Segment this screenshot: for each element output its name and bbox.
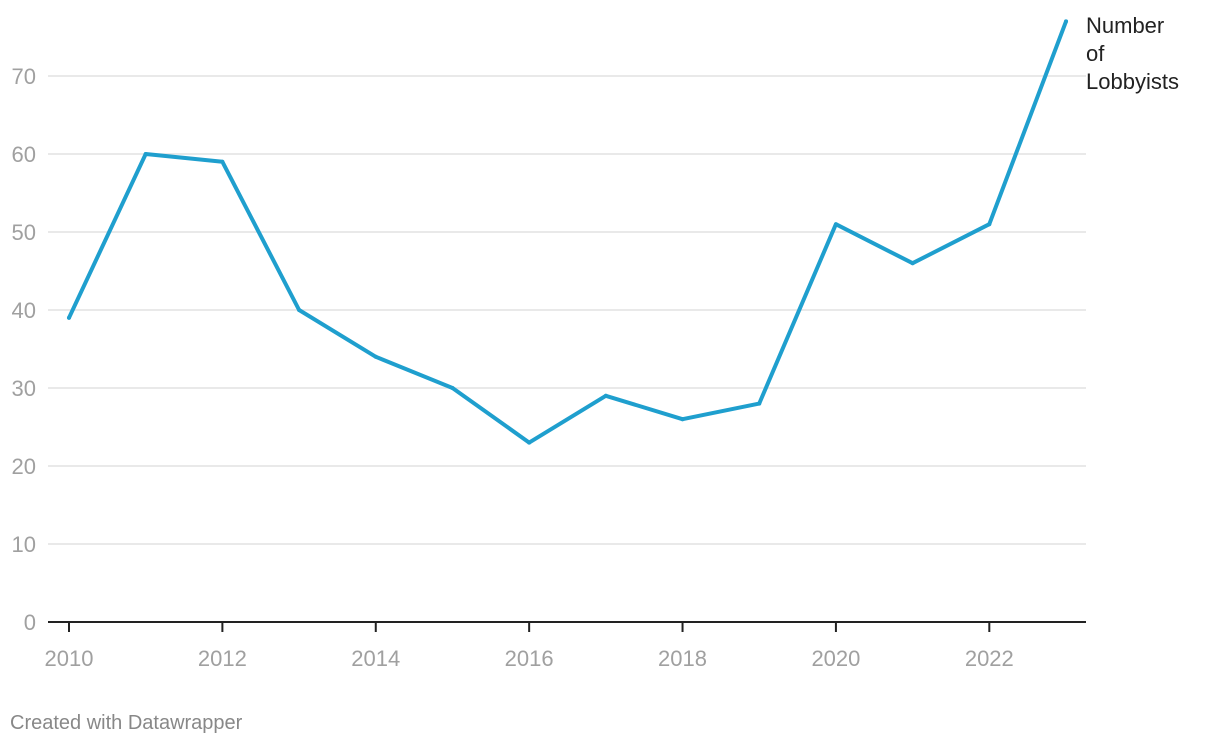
data-point-2017 (603, 393, 608, 398)
data-point-2010 (67, 315, 71, 320)
data-point-2019 (757, 401, 762, 406)
series-label-line-1: of (1086, 41, 1105, 66)
gridlines (48, 75, 1086, 545)
x-tick-label-2014: 2014 (351, 646, 400, 671)
data-point-2015 (450, 386, 455, 390)
data-point-2013 (297, 308, 302, 312)
y-tick-label-70: 70 (12, 64, 36, 89)
series-label-line-0: Number (1086, 13, 1164, 38)
x-tick-label-2020: 2020 (811, 646, 860, 671)
data-point-2016 (527, 440, 532, 445)
y-tick-label-40: 40 (12, 298, 36, 323)
data-point-2020 (833, 222, 838, 227)
data-point-2021 (910, 261, 915, 266)
x-axis: 2010 2012 2014 2016 2018 2020 2022 (45, 621, 1086, 671)
series-layer (67, 19, 1068, 445)
series-label-line-2: Lobbyists (1086, 69, 1179, 94)
data-point-2011 (143, 152, 148, 156)
data-point-2012 (220, 159, 225, 164)
y-tick-label-60: 60 (12, 142, 36, 167)
data-point-2014 (373, 354, 378, 359)
x-tick-label-2018: 2018 (658, 646, 707, 671)
footer-credit: Created with Datawrapper (10, 712, 243, 734)
y-tick-label-50: 50 (12, 220, 36, 245)
y-axis-tick-labels: 0 10 20 30 40 50 60 70 (12, 64, 36, 635)
data-point-2023 (1064, 19, 1068, 24)
series-label-layer: Number of Lobbyists (1086, 13, 1179, 94)
x-tick-label-2012: 2012 (198, 646, 247, 671)
series-label: Number of Lobbyists (1086, 13, 1179, 94)
x-tick-label-2022: 2022 (965, 646, 1014, 671)
y-tick-label-20: 20 (12, 454, 36, 479)
y-tick-label-30: 30 (12, 376, 36, 401)
y-tick-label-0: 0 (24, 610, 36, 635)
data-point-2018 (680, 417, 685, 422)
data-point-2022 (987, 222, 992, 227)
x-tick-label-2010: 2010 (45, 646, 94, 671)
series-line-0 (67, 19, 1068, 445)
y-tick-label-10: 10 (12, 532, 36, 557)
x-tick-label-2016: 2016 (505, 646, 554, 671)
